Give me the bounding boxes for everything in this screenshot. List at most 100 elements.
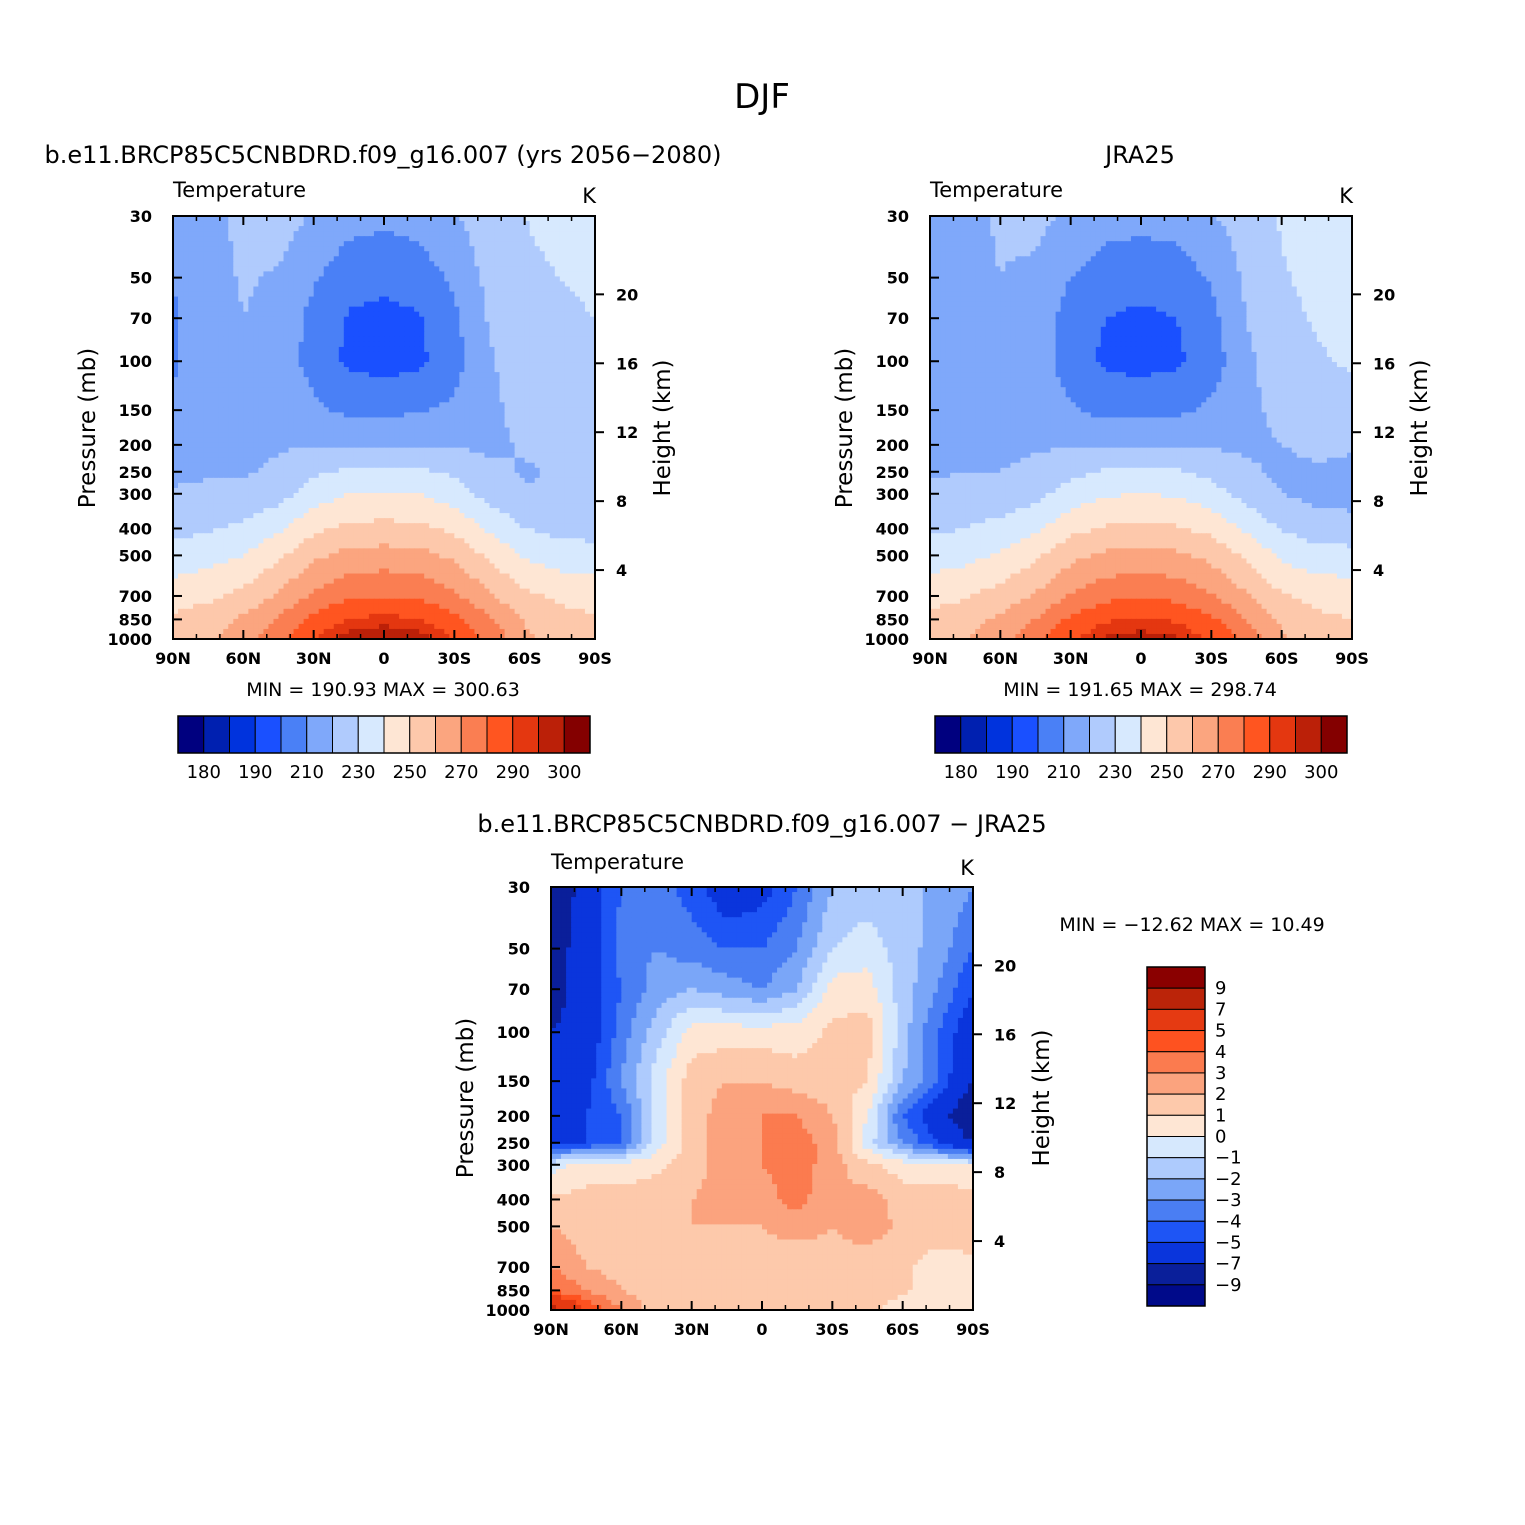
field-cell [243,387,249,393]
field-cell [248,246,254,252]
field-cell [545,236,551,242]
field-cell [364,342,370,348]
field-cell [243,261,249,267]
field-cell [203,422,209,428]
field-cell [419,372,425,378]
field-cell [193,367,199,373]
field-cell [384,327,390,333]
field-cell [434,402,440,408]
field-cell [359,302,365,308]
field-cell [364,281,370,287]
field-cell [525,352,531,358]
field-cell [344,478,350,484]
field-cell [238,463,244,469]
field-cell [294,307,300,313]
field-cell [495,347,501,353]
field-cell [560,337,566,343]
field-cell [454,407,460,413]
field-cell [490,221,496,227]
field-cell [279,438,285,444]
field-cell [454,332,460,338]
field-cell [510,422,516,428]
field-cell [218,463,224,469]
field-cell [349,493,355,499]
field-cell [223,261,229,267]
field-cell [339,493,345,499]
field-cell [369,458,375,464]
field-cell [198,332,204,338]
field-cell [289,302,295,308]
field-cell [228,297,234,303]
field-cell [218,453,224,459]
field-cell [263,342,269,348]
field-cell [484,468,490,474]
field-cell [294,352,300,358]
field-cell [238,357,244,363]
field-cell [289,433,295,439]
field-cell [354,448,360,454]
field-cell [319,508,325,514]
field-cell [248,382,254,388]
field-cell [585,498,591,504]
field-cell [530,297,536,303]
field-cell [394,463,400,469]
field-cell [419,327,425,333]
field-cell [560,453,566,459]
field-cell [319,478,325,484]
field-cell [379,463,385,469]
field-cell [294,397,300,403]
field-cell [233,458,239,464]
field-cell [505,347,511,353]
field-cell [208,322,214,328]
field-cell [469,357,475,363]
field-cell [304,332,310,338]
field-cell [188,236,194,242]
field-cell [294,513,300,519]
field-cell [178,397,184,403]
field-cell [545,337,551,343]
field-cell [550,473,556,479]
field-cell [374,342,380,348]
field-cell [208,478,214,484]
field-cell [570,458,576,464]
field-cell [535,407,541,413]
field-cell [198,256,204,262]
field-cell [535,261,541,267]
field-cell [263,302,269,308]
field-cell [203,281,209,287]
field-cell [575,342,581,348]
field-cell [289,372,295,378]
field-cell [253,226,259,232]
field-cell [193,297,199,303]
field-cell [555,292,561,298]
field-cell [284,261,290,267]
field-cell [294,503,300,509]
field-cell [248,322,254,328]
field-cell [424,443,430,449]
field-cell [535,236,541,242]
field-cell [359,498,365,504]
field-cell [324,407,330,413]
field-cell [580,387,586,393]
field-cell [188,266,194,272]
field-cell [454,226,460,232]
field-cell [580,498,586,504]
field-cell [449,443,455,449]
field-cell [309,453,315,459]
field-cell [585,226,591,232]
field-cell [359,508,365,514]
field-cell [334,276,340,282]
field-cell [309,513,315,519]
field-cell [500,266,506,272]
field-cell [344,327,350,333]
field-cell [208,231,214,237]
field-cell [183,347,189,353]
field-cell [218,236,224,242]
field-cell [279,256,285,262]
field-cell [299,342,305,348]
field-cell [560,256,566,262]
field-cell [540,392,546,398]
field-cell [364,292,370,298]
field-cell [213,428,219,434]
field-cell [344,428,350,434]
